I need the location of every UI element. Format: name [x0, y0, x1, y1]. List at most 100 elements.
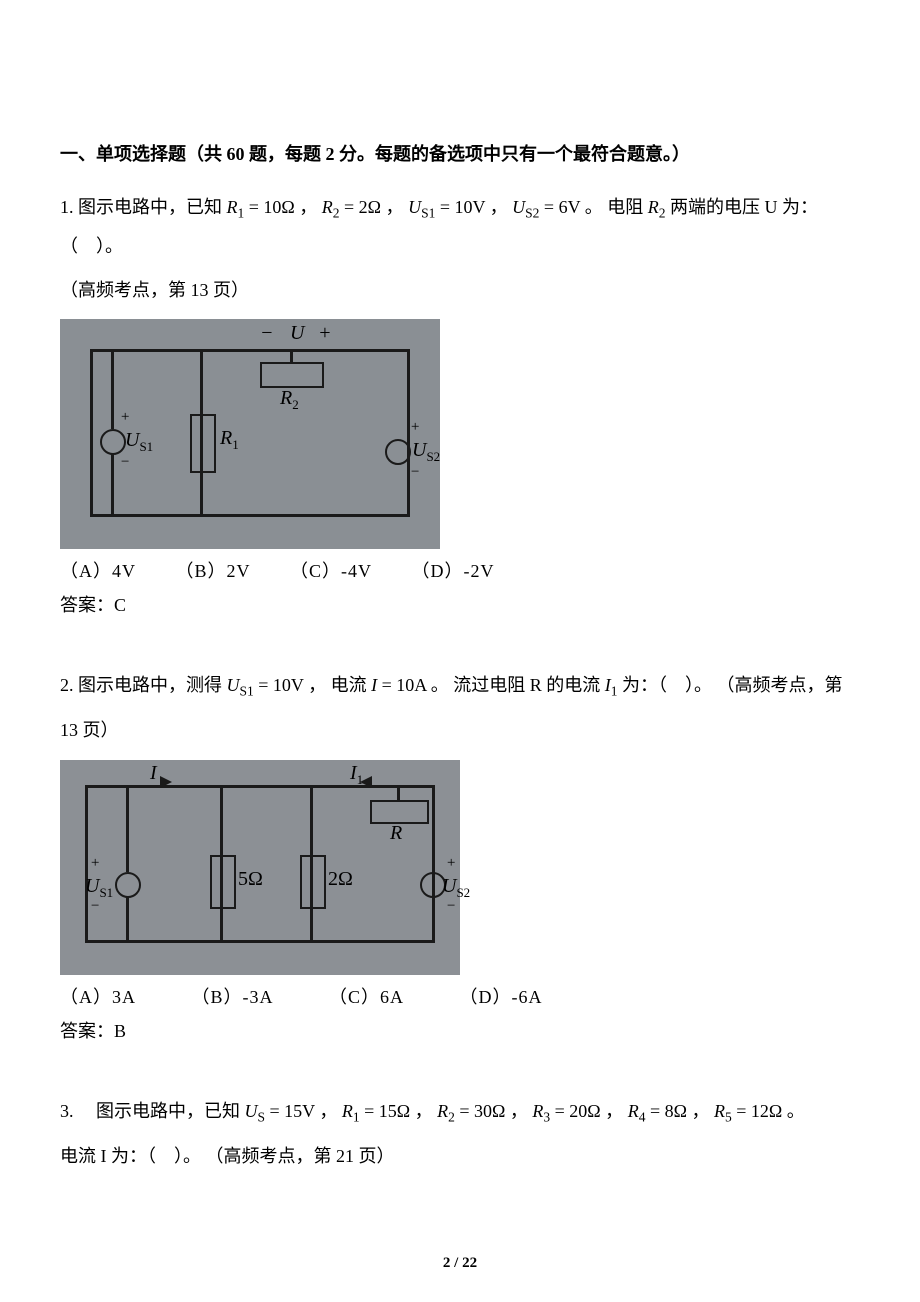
wire [85, 940, 435, 943]
q2-find-pre: 流过电阻 R 的电流 [453, 675, 600, 695]
q3-pre: 图示电路中，已知 [78, 1101, 240, 1121]
wire [126, 785, 129, 872]
r1-label: R1 [220, 427, 239, 453]
us2-label: US2 [442, 875, 470, 901]
r2-label: R2 [280, 387, 299, 413]
r2-label: 2Ω [328, 868, 353, 891]
q2-us1-sub: S1 [240, 684, 254, 699]
q3-r1-sub: 1 [353, 1110, 360, 1125]
q1-r2-eq: = 2Ω ， [340, 197, 404, 217]
u-label: U [290, 322, 304, 345]
u-minus: − [260, 322, 274, 345]
current-i-arrow [160, 776, 172, 788]
q1-find-r: R [648, 197, 659, 217]
wire [85, 785, 88, 943]
q3-r3-eq: = 20Ω ， [550, 1101, 623, 1121]
q2-find-post: 为：（ ）。 [622, 675, 712, 695]
q1-find-r-sub: 2 [659, 205, 666, 220]
wire [432, 785, 435, 943]
q3-num: 3. [60, 1101, 74, 1121]
q2-note-line2: 13 页） [60, 712, 860, 750]
us2-plus: + [446, 855, 456, 872]
q1-us1-eq: = 10V ， [435, 197, 507, 217]
q1-pre: 图示电路中，已知 [78, 197, 222, 217]
q2-opt-b: （B）-3A [192, 987, 274, 1007]
q3-r3: R [532, 1101, 543, 1121]
q1-circuit: − U + R2 R1 + − US1 + − US2 [60, 319, 440, 549]
q2-opt-c: （C）6A [329, 987, 404, 1007]
r-label: R [390, 822, 402, 845]
us1-label: US1 [85, 875, 113, 901]
q3-r1-eq: = 15Ω ， [360, 1101, 433, 1121]
q1-opt-a: （A）4V [60, 561, 136, 581]
page-number: 2 / 22 [0, 1255, 920, 1272]
question-1-stem: 1. 图示电路中，已知 R1 = 10Ω ， R2 = 2Ω ， US1 = 1… [60, 189, 860, 266]
q3-r5-sub: 5 [725, 1110, 732, 1125]
us1-plus: + [120, 409, 130, 426]
q2-num: 2. [60, 675, 74, 695]
resistor-2ohm [300, 855, 326, 909]
q3-r5-eq: = 12Ω 。 [732, 1101, 805, 1121]
wire [397, 785, 400, 800]
q1-opt-d: （D）-2V [412, 561, 495, 581]
q1-options: （A）4V （B）2V （C）-4V （D）-2V [60, 557, 860, 583]
wire [111, 453, 114, 514]
q1-opt-b: （B）2V [176, 561, 251, 581]
resistor-r [370, 800, 429, 824]
q1-answer: 答案：C [60, 591, 860, 617]
q3-r1: R [342, 1101, 353, 1121]
q1-opt-c: （C）-4V [290, 561, 372, 581]
q3-r2-eq: = 30Ω ， [455, 1101, 528, 1121]
q1-note: （高频考点，第 13 页） [60, 272, 860, 310]
resistor-5ohm [210, 855, 236, 909]
page-container: 一、单项选择题（共 60 题，每题 2 分。每题的备选项中只有一个最符合题意。）… [0, 0, 920, 1302]
q3-r4-eq: = 8Ω ， [645, 1101, 709, 1121]
q3-r2: R [437, 1101, 448, 1121]
q1-r1-eq: = 10Ω ， [244, 197, 317, 217]
q2-i1-sub: 1 [611, 684, 618, 699]
q1-us1-sub: S1 [421, 205, 435, 220]
q1-us2: U [512, 197, 525, 217]
section-header: 一、单项选择题（共 60 题，每题 2 分。每题的备选项中只有一个最符合题意。） [60, 140, 860, 169]
q2-answer: 答案：B [60, 1017, 860, 1043]
q2-opt-a: （A）3A [60, 987, 136, 1007]
q3-r2-sub: 2 [448, 1110, 455, 1125]
us2-plus: + [410, 419, 420, 436]
q2-i-eq: = 10A 。 [382, 675, 449, 695]
wire [90, 349, 93, 517]
q1-r2-sub: 2 [333, 205, 340, 220]
us1-label: US1 [125, 429, 153, 455]
q3-r5: R [714, 1101, 725, 1121]
us1-plus: + [90, 855, 100, 872]
q1-r1: R [227, 197, 238, 217]
wire [90, 514, 410, 517]
source-us1 [115, 872, 141, 898]
q2-pre: 图示电路中，测得 [78, 675, 222, 695]
q1-us2-sub: S2 [525, 205, 539, 220]
q2-us1-eq: = 10V ， [254, 675, 326, 695]
q1-us2-eq: = 6V 。 [539, 197, 602, 217]
question-2-stem: 2. 图示电路中，测得 US1 = 10V ， 电流 I = 10A 。 流过电… [60, 667, 860, 706]
wire [90, 349, 410, 352]
q1-num: 1. [60, 197, 74, 217]
source-us1 [100, 429, 126, 455]
i1-label: I1 [350, 762, 363, 788]
q3-us-eq: = 15V ， [265, 1101, 337, 1121]
q2-options: （A）3A （B）-3A （C）6A （D）-6A [60, 983, 860, 1009]
q2-i: I [367, 675, 382, 695]
q3-line2: 电流 I 为：（ ）。 （高频考点，第 21 页） [60, 1138, 860, 1176]
r5-label: 5Ω [238, 868, 263, 891]
q2-opt-d: （D）-6A [460, 987, 543, 1007]
q3-r4: R [628, 1101, 639, 1121]
q2-i-pre: 电流 [331, 675, 367, 695]
q2-circuit: I I1 R 5Ω 2Ω + − US1 + − US2 [60, 760, 460, 975]
us2-minus: − [410, 464, 420, 481]
us2-label: US2 [412, 439, 440, 465]
resistor-r1 [190, 414, 216, 473]
wire [290, 349, 293, 362]
i-label: I [150, 762, 157, 785]
q3-us: U [245, 1101, 258, 1121]
u-plus: + [318, 322, 332, 345]
wire [126, 896, 129, 940]
wire [85, 785, 435, 788]
